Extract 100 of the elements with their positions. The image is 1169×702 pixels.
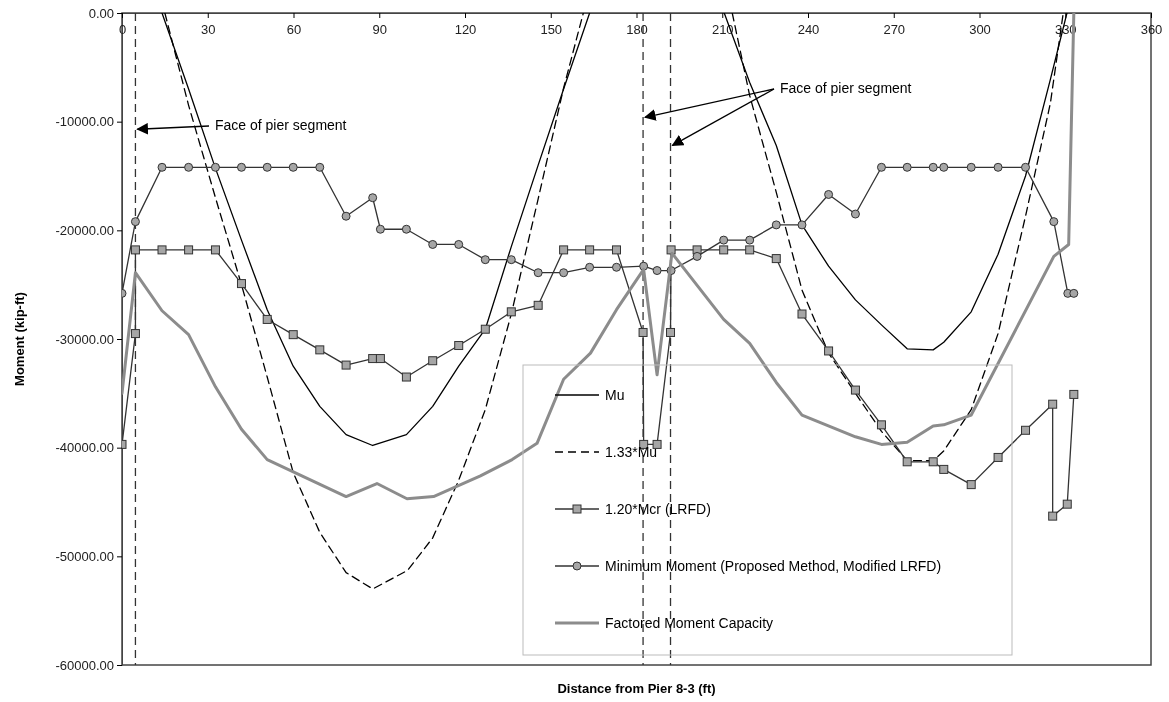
x-tick-label: 240 <box>797 22 820 38</box>
point <box>966 162 976 172</box>
x-tick-label: 300 <box>969 22 991 38</box>
point <box>876 162 886 172</box>
y-tick-label: 0.00 <box>88 5 114 21</box>
point <box>428 356 438 366</box>
point <box>559 268 569 278</box>
point <box>797 220 807 230</box>
point <box>506 307 516 317</box>
point <box>533 300 543 310</box>
point <box>559 245 569 255</box>
point <box>401 224 411 234</box>
point <box>1048 399 1058 409</box>
point <box>288 162 298 172</box>
point <box>480 255 490 265</box>
point <box>454 341 464 351</box>
legend-label: 1.20*Mcr (LRFD) <box>605 501 711 517</box>
point <box>157 245 167 255</box>
point <box>184 162 194 172</box>
point <box>876 420 886 430</box>
point <box>666 327 676 337</box>
y-tick-label: -10000.00 <box>55 114 114 130</box>
point <box>1049 217 1059 227</box>
point <box>666 245 676 255</box>
point <box>130 329 140 339</box>
x-tick-label: 150 <box>540 22 563 38</box>
point <box>315 162 325 172</box>
x-axis-title: Distance from Pier 8-3 (ft) <box>557 681 716 696</box>
point <box>1069 389 1079 399</box>
point <box>288 330 298 340</box>
point <box>236 162 246 172</box>
point <box>719 245 729 255</box>
point <box>368 193 378 203</box>
point <box>375 224 385 234</box>
point <box>824 189 834 199</box>
point <box>585 245 595 255</box>
point <box>797 309 807 319</box>
x-tick-label: 30 <box>201 22 216 38</box>
point <box>902 162 912 172</box>
point <box>401 372 411 382</box>
point <box>1048 511 1058 521</box>
point <box>157 162 167 172</box>
point <box>611 245 621 255</box>
point <box>1069 288 1079 298</box>
point <box>928 457 938 467</box>
point <box>375 354 385 364</box>
y-tick-label: -30000.00 <box>55 331 114 347</box>
point <box>939 162 949 172</box>
x-tick-label: 60 <box>286 22 302 38</box>
point <box>262 314 272 324</box>
point <box>454 239 464 249</box>
point <box>939 464 949 474</box>
point <box>771 220 781 230</box>
y-tick-label: -20000.00 <box>55 222 114 238</box>
point <box>236 279 246 289</box>
point <box>850 385 860 395</box>
legend-label: Mu <box>605 387 625 403</box>
point <box>638 327 648 337</box>
point <box>902 457 912 467</box>
legend-label: Minimum Moment (Proposed Method, Modified LRFD) <box>605 558 942 574</box>
point <box>533 268 543 278</box>
point <box>993 162 1003 172</box>
x-tick-label: 270 <box>883 22 906 38</box>
point <box>210 162 220 172</box>
point <box>745 245 755 255</box>
point <box>1062 499 1072 509</box>
point <box>262 162 272 172</box>
point <box>315 345 325 355</box>
point <box>428 239 438 249</box>
point <box>652 266 662 276</box>
point <box>824 346 834 356</box>
point <box>210 245 220 255</box>
point <box>966 480 976 490</box>
point <box>506 255 516 265</box>
point <box>368 354 378 364</box>
point <box>652 439 662 449</box>
x-tick-label: 90 <box>372 22 387 38</box>
x-tick-label: 120 <box>454 22 477 38</box>
point <box>928 162 938 172</box>
point <box>130 245 140 255</box>
point <box>130 217 140 227</box>
point <box>719 235 729 245</box>
annotation: Face of pier segment <box>780 80 912 96</box>
point <box>771 254 781 264</box>
point <box>611 262 621 272</box>
point <box>480 324 490 334</box>
point <box>184 245 194 255</box>
point <box>1021 425 1031 435</box>
point <box>341 360 351 370</box>
legend-label: 1.33*Mu <box>605 444 658 460</box>
y-tick-label: -50000.00 <box>55 548 114 564</box>
point <box>1021 162 1031 172</box>
legend-label: Factored Moment Capacity <box>605 615 774 631</box>
y-tick-label: -40000.00 <box>55 440 114 456</box>
annotation: Face of pier segment <box>215 117 347 133</box>
point <box>341 211 351 221</box>
point <box>993 452 1003 462</box>
y-axis-title: Moment (kip-ft) <box>12 292 27 386</box>
point <box>692 251 702 261</box>
point <box>585 262 595 272</box>
